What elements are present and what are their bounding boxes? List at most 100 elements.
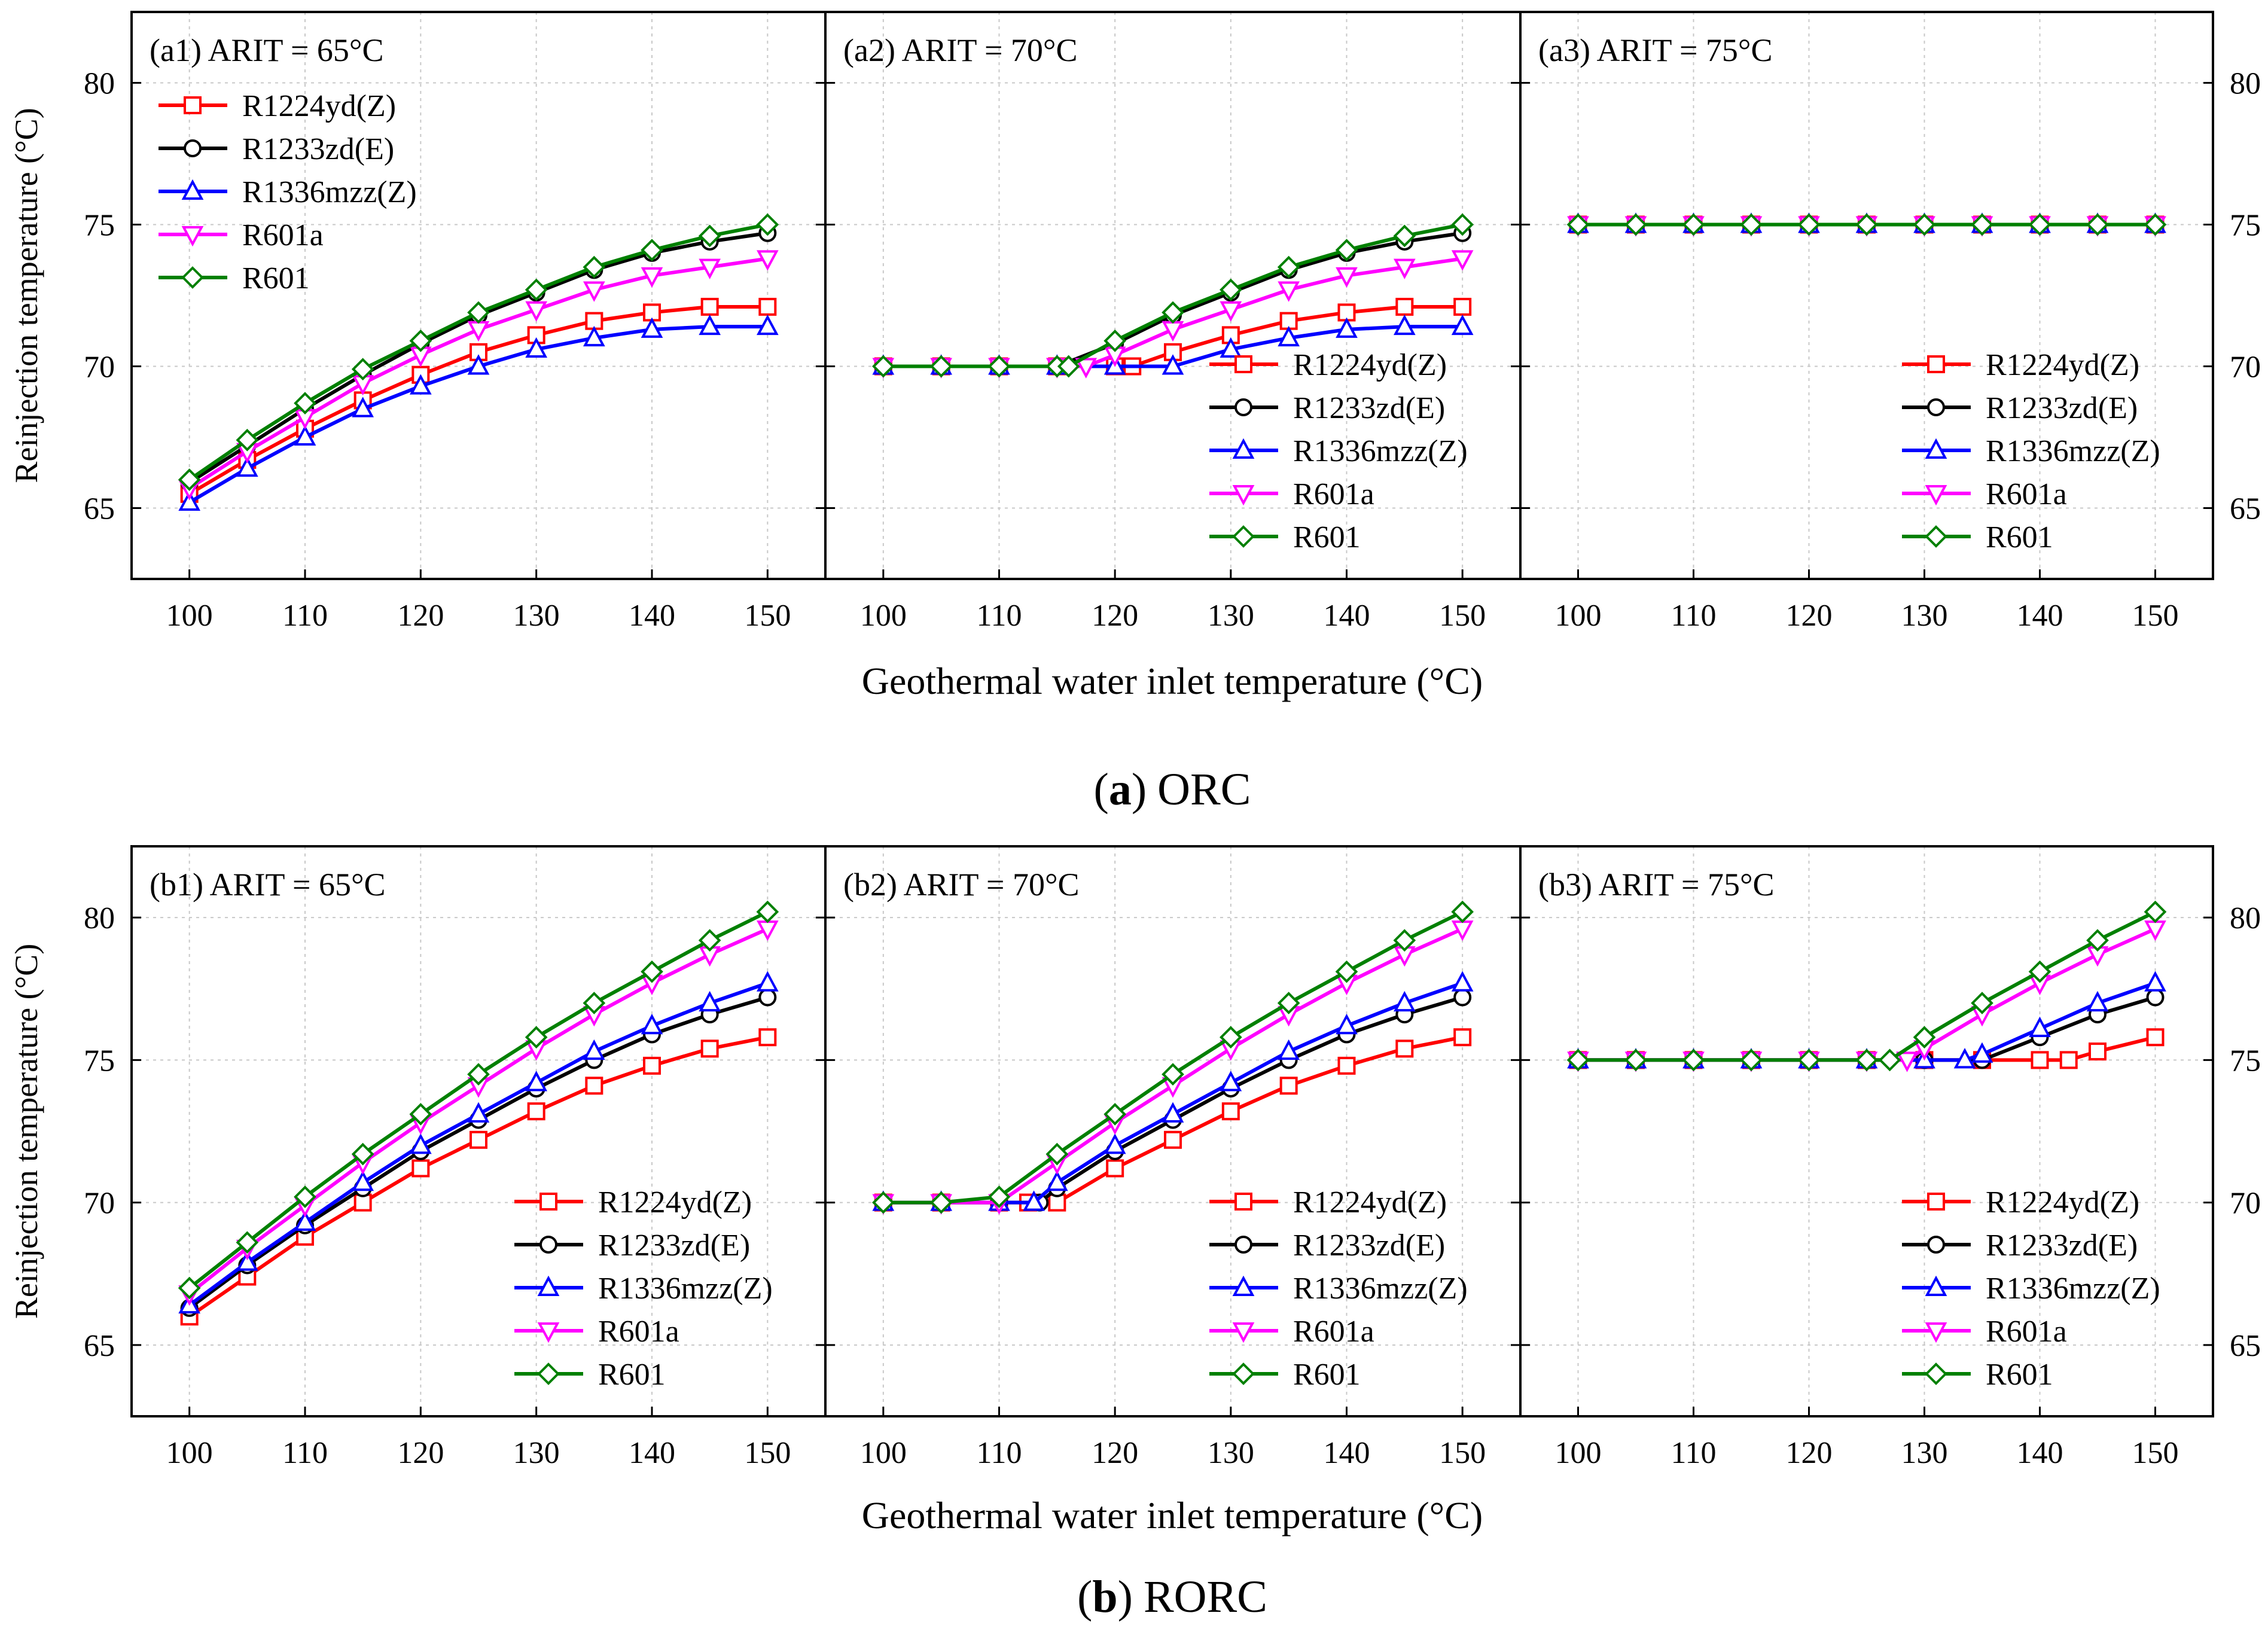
- data-point: [1393, 224, 1416, 248]
- legend-label: R601: [598, 1358, 666, 1392]
- y-tick-label-right: 80: [2230, 67, 2261, 101]
- x-tick-label: 100: [1555, 1436, 1602, 1470]
- data-point: [1682, 213, 1705, 236]
- series-r601: [872, 900, 1474, 1214]
- data-point: [1335, 239, 1358, 261]
- data-point: [1221, 1102, 1240, 1121]
- data-point: [527, 1102, 545, 1121]
- data-point: [758, 297, 777, 316]
- caption-close-paren: ): [1118, 1572, 1133, 1622]
- data-point: [525, 301, 548, 322]
- legend-label: R1336mzz(Z): [598, 1272, 773, 1306]
- x-tick-label: 150: [744, 1436, 791, 1470]
- data-point: [409, 330, 432, 352]
- data-point: [525, 1071, 548, 1092]
- series-r601: [178, 213, 779, 491]
- legend-marker: [537, 1362, 560, 1385]
- data-point: [1164, 1130, 1182, 1149]
- legend: R1224yd(Z) R1233zd(E) R1336mzz(Z) R601a R601: [1902, 1185, 2160, 1392]
- data-point: [756, 250, 779, 271]
- data-point: [699, 314, 721, 336]
- data-point: [758, 988, 777, 1007]
- series-r601a: [1567, 920, 2166, 1072]
- data-point: [1045, 1142, 1069, 1166]
- x-tick-label: 110: [976, 599, 1022, 633]
- data-point: [470, 1130, 487, 1149]
- caption-letter: b: [1092, 1572, 1117, 1622]
- data-point: [700, 297, 719, 316]
- data-point: [1220, 278, 1242, 301]
- caption-letter: a: [1109, 764, 1132, 815]
- data-point: [2144, 900, 2167, 923]
- data-point: [1451, 314, 1474, 336]
- y-axis-label: Reinjection temperature (°C): [8, 944, 44, 1319]
- y-tick-label: 70: [84, 350, 115, 385]
- data-point: [756, 314, 779, 336]
- legend: R1224yd(Z) R1233zd(E) R1336mzz(Z) R601a R601: [514, 1185, 773, 1392]
- x-tick-label: 110: [282, 599, 328, 633]
- x-tick-label: 140: [2017, 1436, 2063, 1470]
- data-point: [872, 1191, 895, 1214]
- legend-marker: [1927, 1236, 1945, 1254]
- legend-label: R1336mzz(Z): [1986, 1272, 2160, 1306]
- data-point: [467, 301, 490, 324]
- legend-label: R601a: [1986, 1315, 2067, 1349]
- x-tick-label: 120: [1786, 599, 1833, 633]
- data-point: [987, 1185, 1011, 1208]
- x-tick-label: 140: [629, 1436, 675, 1470]
- data-point: [1278, 1039, 1300, 1060]
- legend-label: R1336mzz(Z): [1293, 434, 1468, 468]
- y-tick-label-right: 65: [2230, 1329, 2261, 1363]
- data-point: [351, 358, 374, 381]
- y-tick-label-right: 70: [2230, 350, 2261, 385]
- panel-a1: 100 110 120 130 140 150 (a1) ARIT = 65°C R1224y…: [132, 12, 825, 633]
- figure-group-a: 100 110 120 130 140 150 (a1) ARIT = 65°C R1224y…: [8, 11, 2261, 815]
- y-tick-label: 80: [84, 67, 115, 101]
- legend-marker: [184, 139, 202, 157]
- data-point: [2028, 213, 2051, 236]
- data-point: [929, 355, 953, 378]
- x-tick-label: 120: [397, 1436, 444, 1470]
- series-r601: [872, 213, 1474, 378]
- legend-marker: [537, 1322, 560, 1343]
- series-r1224yd-z-: [180, 1028, 777, 1326]
- data-point: [641, 1013, 663, 1035]
- series-r1233zd-e-: [874, 988, 1472, 1212]
- data-point: [2031, 1051, 2049, 1069]
- data-point: [1395, 1039, 1414, 1058]
- data-point: [1855, 1048, 1878, 1072]
- data-point: [1453, 988, 1472, 1007]
- data-point: [1855, 213, 1878, 236]
- caption: (a) ORC: [1094, 764, 1251, 815]
- data-point: [1740, 213, 1763, 236]
- panel-title: (b2) ARIT = 70°C: [843, 867, 1080, 903]
- panel-title: (a3) ARIT = 75°C: [1538, 32, 1773, 68]
- legend-label: R601: [1293, 520, 1361, 554]
- data-point: [1624, 213, 1647, 236]
- legend-marker: [537, 1275, 560, 1296]
- y-axis-label: Reinjection temperature (°C): [8, 108, 44, 483]
- x-tick-label: 130: [1208, 599, 1254, 633]
- data-point: [236, 1250, 258, 1271]
- data-point: [1393, 258, 1416, 279]
- data-point: [1278, 325, 1300, 347]
- legend-marker: [539, 1193, 557, 1211]
- x-tick-label: 150: [1439, 599, 1486, 633]
- legend-marker: [1925, 525, 1947, 548]
- legend: R1224yd(Z) R1233zd(E) R1336mzz(Z) R601a R601: [1902, 348, 2160, 554]
- legend-label: R1336mzz(Z): [1986, 434, 2160, 468]
- series-line: [1578, 927, 2156, 1062]
- figure-group-b: 100 110 120 130 140 150 (b1) ARIT = 65°C R1224y…: [8, 845, 2261, 1622]
- data-point: [1220, 1071, 1242, 1092]
- legend-label: R1224yd(Z): [1293, 348, 1447, 382]
- data-point: [1913, 1026, 1936, 1049]
- legend-label: R1224yd(Z): [598, 1185, 752, 1220]
- series-line: [883, 995, 1464, 1205]
- data-point: [756, 900, 779, 923]
- legend-label: R1233zd(E): [598, 1228, 750, 1263]
- data-point: [1162, 354, 1184, 375]
- data-point: [1453, 297, 1472, 316]
- legend-marker: [1232, 1362, 1255, 1385]
- panel-b3: 100 110 120 130 140 150 (b3) ARIT = 75°C R1224y…: [1520, 846, 2213, 1470]
